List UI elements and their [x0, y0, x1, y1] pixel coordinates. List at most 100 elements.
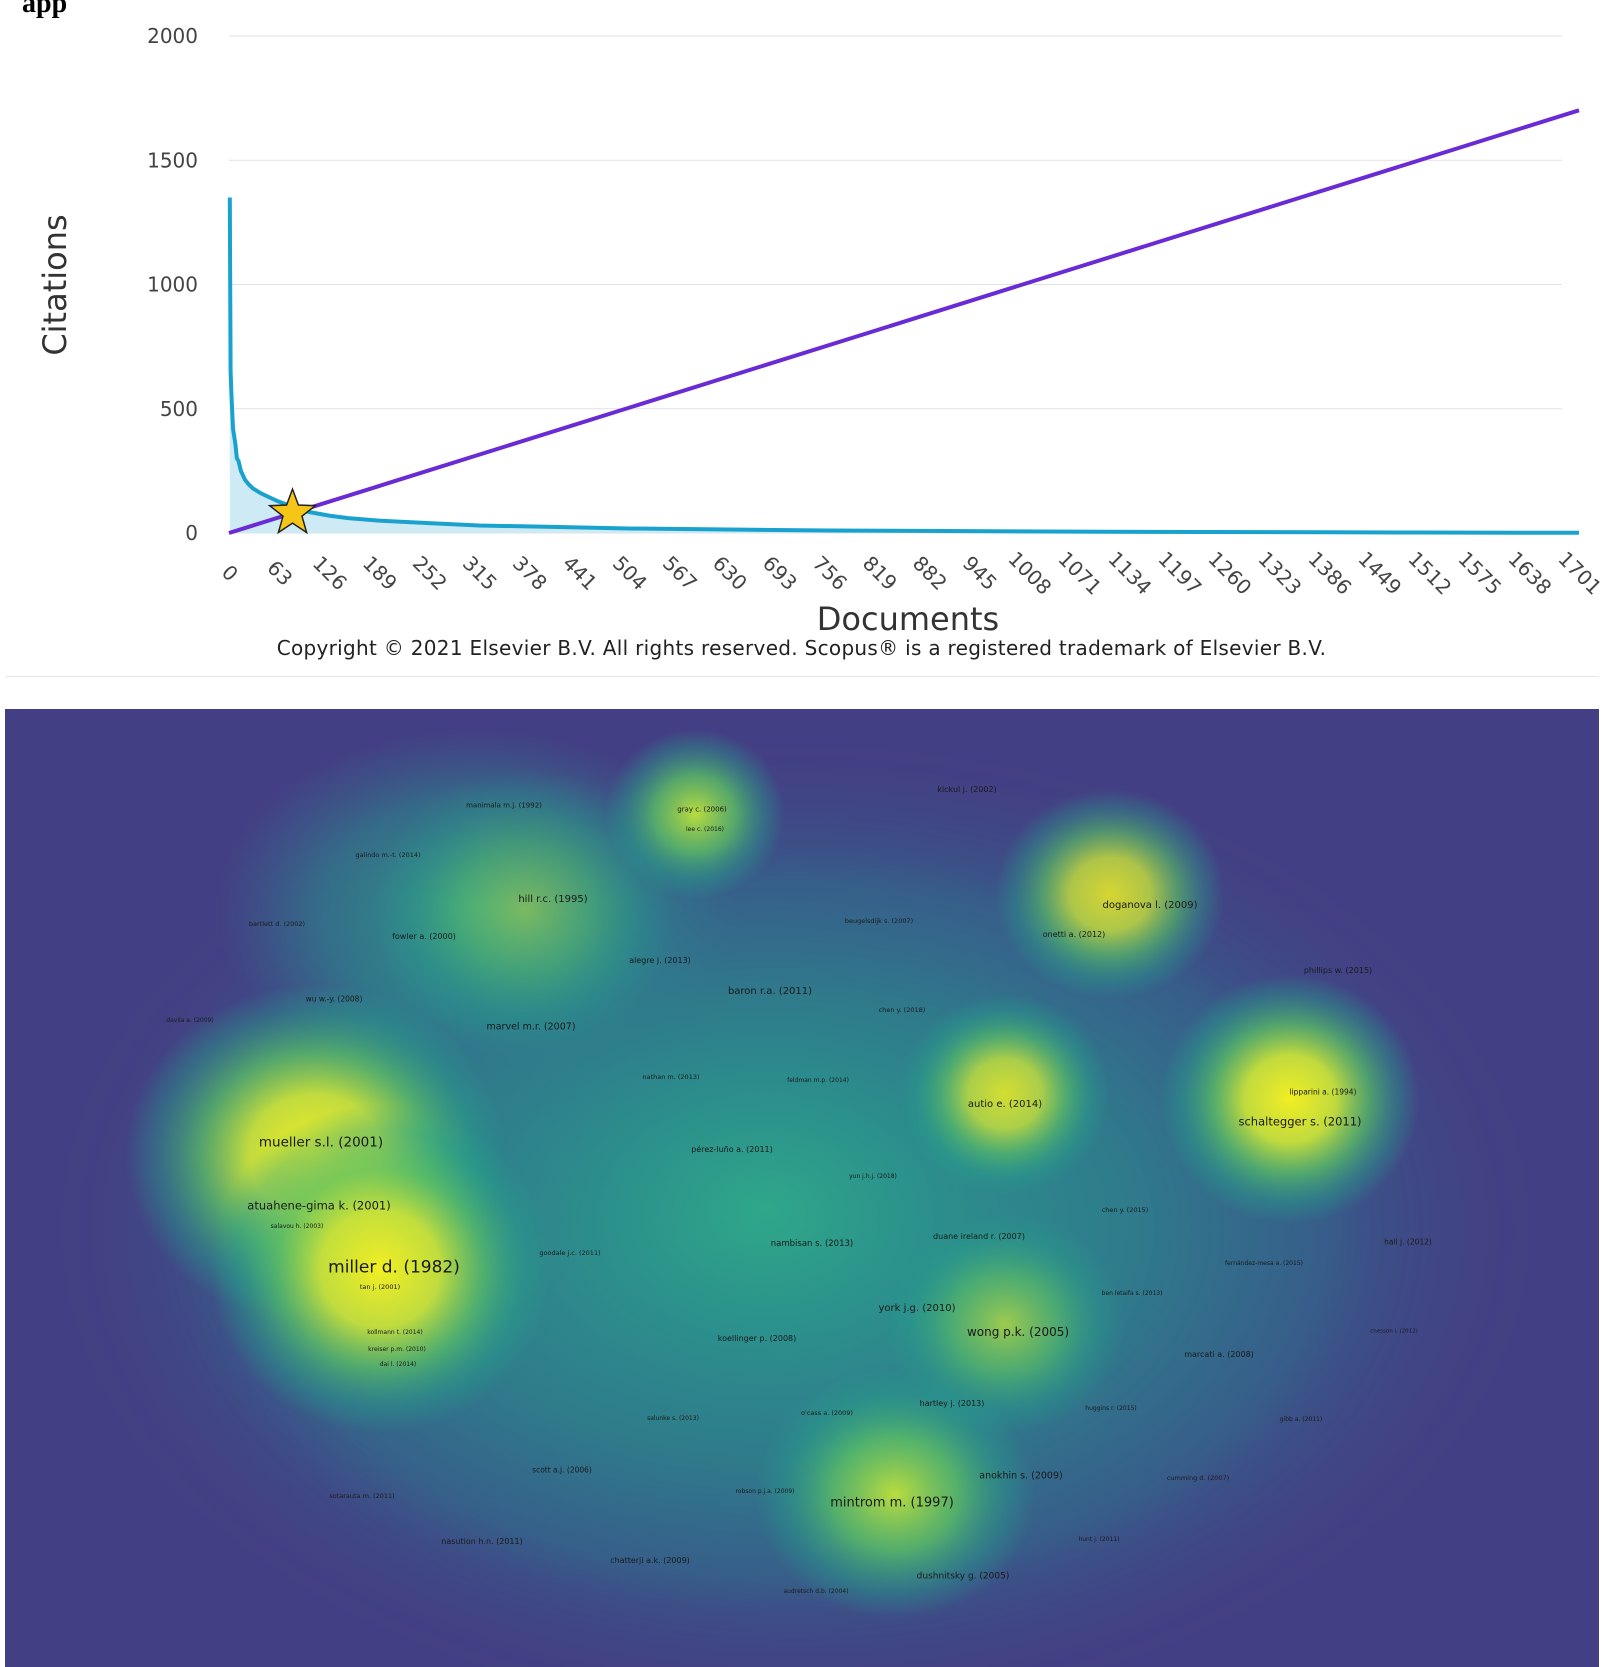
section-divider: [6, 676, 1599, 677]
map-point-label: sotarauta m. (2011): [329, 1491, 395, 1500]
x-tick-label: 126: [308, 551, 352, 595]
hotspot-mintrom: [755, 1369, 1035, 1619]
map-point-label: nasution h.n. (2011): [441, 1537, 523, 1546]
x-tick-label: 819: [858, 551, 902, 595]
hotspot-autio: [900, 994, 1110, 1194]
hotspot-gray: [605, 729, 785, 899]
x-tick-label: 1008: [1003, 547, 1056, 600]
x-tick-label: 378: [508, 551, 552, 595]
x-tick-label: 504: [608, 551, 652, 595]
map-point-label: manimala m.j. (1992): [466, 801, 542, 810]
hotspot-schaltegger: [1160, 974, 1420, 1224]
x-tick-label: 945: [958, 551, 1002, 595]
x-tick-label: 1071: [1053, 547, 1106, 600]
map-point-label: baron r.a. (2011): [727, 986, 813, 997]
map-point-label: kickul j. (2002): [937, 785, 997, 794]
hotspot-hill: [375, 769, 675, 1049]
y-tick-labels: 0 500 1000 1500 2000: [147, 24, 198, 545]
y-tick-label: 2000: [147, 24, 198, 48]
map-point-label: marcati a. (2008): [1184, 1350, 1254, 1359]
gridlines: [229, 35, 1562, 534]
map-point-label: schaltegger s. (2011): [1238, 1114, 1362, 1129]
chart-series: [227, 108, 1580, 535]
map-point-label: chesson i. (2012): [1370, 1328, 1418, 1335]
map-point-label: nathan m. (2013): [642, 1072, 700, 1081]
map-point-label: york j.g. (2010): [878, 1303, 956, 1314]
x-tick-label: 189: [358, 551, 402, 595]
map-point-label: yun j.h.j. (2018): [849, 1173, 897, 1180]
map-point-label: kreiser p.m. (2010): [368, 1346, 426, 1353]
x-tick-label: 1134: [1103, 547, 1156, 600]
x-tick-label: 315: [458, 551, 502, 595]
hotspot-miller: [210, 1104, 550, 1434]
map-point-label: atuahene-gima k. (2001): [247, 1198, 391, 1213]
map-point-label: hall j. (2012): [1384, 1237, 1432, 1247]
map-point-label: onetti a. (2012): [1042, 930, 1106, 939]
map-point-label: fernández-mesa a. (2015): [1225, 1260, 1303, 1267]
x-tick-label: 1575: [1453, 547, 1506, 600]
x-axis-title: Documents: [817, 600, 999, 638]
map-point-label: chen y. (2015): [1101, 1205, 1149, 1214]
x-tick-label: 693: [758, 551, 802, 595]
y-tick-label: 500: [160, 397, 198, 421]
y-tick-label: 0: [185, 521, 198, 545]
y-axis-title: Citations: [36, 214, 74, 355]
map-point-label: pérez-luño a. (2011): [691, 1145, 773, 1154]
map-point-label: miller d. (1982): [328, 1257, 460, 1278]
map-point-label: davila a. (2009): [166, 1017, 214, 1024]
map-point-label: alegre j. (2013): [629, 956, 691, 965]
h-index-chart: 0 500 1000 1500 2000 0 63 126 189 252 315 378 441 50…: [36, 24, 1603, 638]
map-point-label: scott a.j. (2006): [532, 1465, 592, 1475]
map-point-label: mintrom m. (1997): [830, 1495, 954, 1511]
map-point-label: tan j. (2001): [359, 1282, 401, 1291]
hotspot-doganova: [995, 789, 1225, 999]
map-point-label: lipparini a. (1994): [1289, 1087, 1357, 1097]
map-point-label: anokhin s. (2009): [979, 1470, 1063, 1482]
map-point-label: ben letaifa s. (2013): [1101, 1290, 1163, 1297]
map-point-label: huggins r. (2015): [1085, 1405, 1137, 1412]
map-point-label: cumming d. (2007): [1166, 1473, 1230, 1482]
map-point-label: bartlett d. (2002): [248, 919, 306, 928]
map-point-label: hill r.c. (1995): [518, 894, 588, 905]
density-map: manimala m.j. (1992) gray c. (2006) lee c.…: [5, 709, 1599, 1667]
x-tick-label: 1260: [1203, 547, 1256, 600]
map-point-label: hunt j. (2011): [1078, 1536, 1120, 1543]
map-point-label: fowler a. (2000): [392, 932, 456, 941]
x-tick-label: 882: [908, 551, 952, 595]
map-point-label: autio e. (2014): [967, 1099, 1043, 1110]
x-tick-label: 1449: [1353, 547, 1406, 600]
map-point-label: dushnitsky g. (2005): [916, 1571, 1010, 1582]
map-point-label: doganova l. (2009): [1102, 900, 1198, 911]
map-point-label: o'cass a. (2009): [801, 1408, 853, 1417]
x-tick-label: 441: [558, 551, 602, 595]
x-tick-label: 1638: [1503, 547, 1556, 600]
map-point-label: chen y. (2018): [878, 1005, 926, 1014]
map-point-label: marvel m.r. (2007): [486, 1021, 576, 1033]
y-tick-label: 1000: [147, 273, 198, 297]
density-map-canvas: [35, 729, 1555, 1667]
x-tick-label: 0: [217, 560, 243, 586]
map-point-label: hartley j. (2013): [919, 1399, 985, 1408]
map-point-label: gray c. (2006): [677, 805, 727, 814]
h-index-star-marker: [267, 486, 318, 535]
map-point-label: dai l. (2014): [379, 1361, 417, 1368]
x-tick-labels: 0 63 126 189 252 315 378 441 504 567 630 693 756 819 8…: [217, 547, 1603, 600]
map-point-label: robson p.j.a. (2009): [735, 1488, 795, 1495]
x-tick-label: 1512: [1403, 547, 1456, 600]
map-point-label: salavou h. (2003): [270, 1223, 324, 1230]
map-point-label: chatterji a.k. (2009): [610, 1556, 690, 1565]
map-point-label: wong p.k. (2005): [966, 1325, 1070, 1339]
page-top-text: app: [22, 0, 68, 19]
x-tick-label: 63: [262, 556, 297, 591]
x-tick-label: 252: [408, 551, 452, 595]
map-point-label: galindo m.-t. (2014): [355, 850, 421, 859]
map-point-label: koellinger p. (2008): [717, 1334, 797, 1343]
copyright-notice: Copyright © 2021 Elsevier B.V. All right…: [276, 636, 1327, 660]
map-point-label: feldman m.p. (2014): [787, 1077, 849, 1084]
x-tick-label: 756: [808, 551, 852, 595]
map-point-label: mueller s.l. (2001): [258, 1134, 384, 1151]
x-tick-label: 630: [708, 551, 752, 595]
x-tick-label: 567: [658, 551, 702, 595]
x-tick-label: 1197: [1153, 547, 1206, 600]
y-tick-label: 1500: [147, 148, 198, 172]
